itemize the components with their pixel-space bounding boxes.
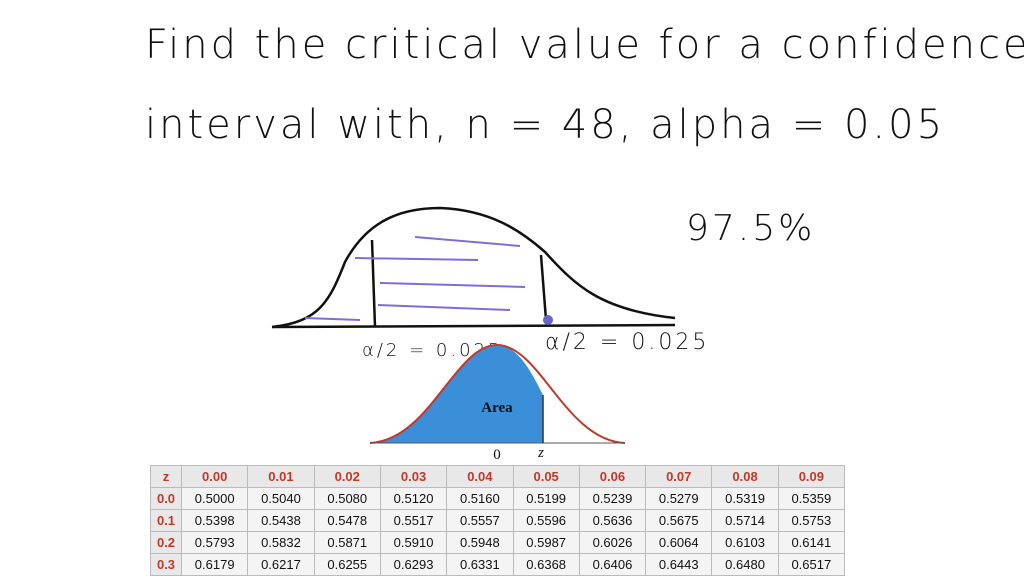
table-cell: 0.00 bbox=[181, 465, 249, 488]
table-cell: 0.5714 bbox=[711, 509, 779, 532]
question-line: interval with, n = 48, alpha = 0.05 bbox=[145, 102, 946, 148]
table-cell: 0.5832 bbox=[247, 531, 315, 554]
sketch-point bbox=[543, 315, 553, 325]
table-cell: 0.03 bbox=[379, 465, 448, 488]
table-cell: 0.5398 bbox=[181, 509, 249, 532]
table-cell: 0.5675 bbox=[645, 509, 713, 532]
table-row: 0.0 0.5000 0.5040 0.5080 0.5120 0.5160 0.5199 0… bbox=[149, 487, 846, 510]
table-cell: 0.6480 bbox=[711, 553, 779, 576]
table-cell: 0.08 bbox=[711, 465, 779, 488]
table-cell: 0.6141 bbox=[777, 531, 846, 554]
table-row: z 0.00 0.01 0.02 0.03 0.04 0.05 0.06 0.07 0.08 0.0… bbox=[149, 465, 846, 488]
table-cell: 0.6517 bbox=[777, 553, 846, 576]
table-row: 0.2 0.5793 0.5832 0.5871 0.5910 0.5948 0.5987 0… bbox=[149, 531, 846, 554]
table-cell: 0.1 bbox=[149, 509, 183, 532]
table-cell: 0.6293 bbox=[379, 553, 448, 576]
area-label: Area bbox=[481, 400, 513, 416]
question-line: Find the critical value for a confidence bbox=[145, 22, 1024, 68]
table-cell: 0.06 bbox=[578, 465, 647, 488]
z-table: z 0.00 0.01 0.02 0.03 0.04 0.05 0.06 0.07 0.08 0.0… bbox=[149, 465, 846, 576]
table-cell: 0.6179 bbox=[181, 553, 249, 576]
tail-note: α/2 = 0.025 bbox=[362, 340, 503, 361]
table-cell: 0.6064 bbox=[645, 531, 713, 554]
table-cell: 0.5319 bbox=[711, 487, 779, 510]
table-cell: 0.5279 bbox=[645, 487, 713, 510]
table-cell: 0.5793 bbox=[181, 531, 249, 554]
sketch-curve bbox=[271, 206, 676, 329]
table-cell: 0.07 bbox=[645, 465, 713, 488]
table-cell: 0.5199 bbox=[512, 487, 580, 510]
axis-label: z bbox=[537, 445, 544, 461]
table-cell: 0.6255 bbox=[313, 553, 381, 576]
table-cell: 0.3 bbox=[149, 553, 183, 576]
table-cell: 0.5753 bbox=[777, 509, 846, 532]
table-cell: 0.5478 bbox=[313, 509, 381, 532]
table-cell: 0.5871 bbox=[313, 531, 381, 554]
table-cell: 0.6026 bbox=[578, 531, 647, 554]
table-cell: 0.5987 bbox=[512, 531, 580, 554]
tail-note: α/2 = 0.025 bbox=[545, 330, 710, 355]
table-cell: 0.5636 bbox=[578, 509, 647, 532]
sketch-shading bbox=[304, 236, 526, 321]
table-cell: 0.5080 bbox=[313, 487, 381, 510]
table-cell: 0.6443 bbox=[645, 553, 713, 576]
table-cell: 0.5160 bbox=[446, 487, 514, 510]
axis-label: 0 bbox=[493, 447, 501, 463]
table-cell: 0.5517 bbox=[379, 509, 448, 532]
table-cell: 0.6103 bbox=[711, 531, 779, 554]
table-cell: 0.5120 bbox=[379, 487, 448, 510]
table-cell: 0.09 bbox=[777, 465, 846, 488]
normal-figure: Area 0 z bbox=[369, 343, 626, 463]
table-cell: 0.0 bbox=[149, 487, 183, 510]
table-cell: 0.5948 bbox=[446, 531, 514, 554]
table-cell: 0.5910 bbox=[379, 531, 448, 554]
table-cell: 0.5040 bbox=[247, 487, 315, 510]
table-cell: 0.5000 bbox=[181, 487, 249, 510]
table-cell: 0.6217 bbox=[247, 553, 315, 576]
table-cell: 0.6368 bbox=[512, 553, 580, 576]
table-row: 0.1 0.5398 0.5438 0.5478 0.5517 0.5557 0.5596 0… bbox=[149, 509, 846, 532]
table-cell: 0.02 bbox=[313, 465, 381, 488]
table-cell: 0.5239 bbox=[578, 487, 647, 510]
table-cell: 0.2 bbox=[149, 531, 183, 554]
table-cell: 0.5438 bbox=[247, 509, 315, 532]
table-cell: 0.5557 bbox=[446, 509, 514, 532]
table-cell: 0.04 bbox=[446, 465, 514, 488]
table-cell: z bbox=[149, 465, 183, 488]
table-cell: 0.6406 bbox=[578, 553, 647, 576]
table-cell: 0.05 bbox=[512, 465, 580, 488]
table-cell: 0.01 bbox=[247, 465, 315, 488]
table-cell: 0.6331 bbox=[446, 553, 514, 576]
table-row: 0.3 0.6179 0.6217 0.6255 0.6293 0.6331 0.6368 0… bbox=[149, 553, 846, 576]
percent-note: 97.5% bbox=[686, 208, 816, 249]
table-cell: 0.5359 bbox=[777, 487, 846, 510]
table-cell: 0.5596 bbox=[512, 509, 580, 532]
